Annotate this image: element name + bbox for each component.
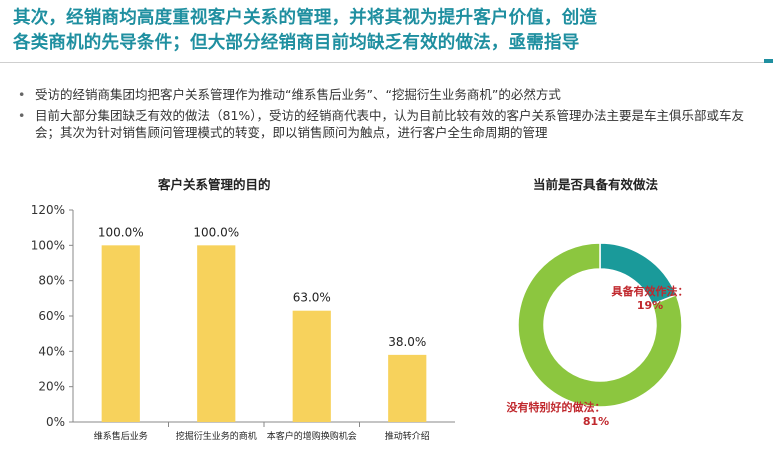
donut-slice	[517, 242, 683, 408]
bar-chart: 0% 20% 40% 60% 80% 100% 120% 100.0% 维系售后业务 100.0%…	[31, 203, 455, 442]
y-tick-label: 80%	[38, 274, 65, 288]
slice-value-label: 81%	[583, 415, 609, 428]
bullet-list: 受访的经销商集团均把客户关系管理作为推动“维系售后业务”、“挖掘衍生业务商机”的…	[18, 86, 768, 145]
bar-value-label: 38.0%	[388, 335, 426, 349]
bullet-item: 目前大部分集团缺乏有效的做法（81%），受访的经销商代表中，认为目前比较有效的客…	[18, 107, 768, 141]
bar	[197, 245, 236, 422]
y-tick-label: 20%	[38, 380, 65, 394]
bar	[388, 354, 427, 422]
donut-chart-title: 当前是否具备有效做法	[533, 177, 659, 192]
donut-chart: 具备有效作法：19% 没有特别好的做法：81%	[507, 242, 689, 428]
page-title: 其次，经销商均高度重视客户关系的管理，并将其视为提升客户价值，创造各类商机的先导…	[13, 8, 598, 53]
y-tick-label: 120%	[31, 203, 65, 217]
bar-value-label: 100.0%	[98, 225, 144, 239]
x-tick-label: 维系售后业务	[94, 430, 148, 442]
bar	[101, 245, 140, 422]
bar-value-label: 100.0%	[193, 225, 239, 239]
title-divider	[0, 62, 773, 63]
slice-value-label: 19%	[637, 299, 663, 312]
x-tick-label: 挖掘衍生业务的商机	[176, 430, 257, 442]
bullet-item: 受访的经销商集团均把客户关系管理作为推动“维系售后业务”、“挖掘衍生业务商机”的…	[18, 86, 768, 103]
y-tick-label: 100%	[31, 238, 65, 252]
y-tick-label: 40%	[38, 344, 65, 358]
y-tick-label: 0%	[46, 415, 65, 429]
bar-value-label: 63.0%	[293, 291, 331, 305]
x-tick-label: 本客户的增购换购机会	[267, 430, 357, 442]
bar	[292, 310, 331, 422]
slice-label: 具备有效作法：	[612, 284, 689, 298]
bar-chart-title: 客户关系管理的目的	[158, 177, 271, 192]
y-tick-label: 60%	[38, 309, 65, 323]
slice-label: 没有特别好的做法：	[507, 400, 606, 414]
x-tick-label: 推动转介绍	[385, 430, 430, 442]
title-divider-accent	[764, 59, 773, 63]
